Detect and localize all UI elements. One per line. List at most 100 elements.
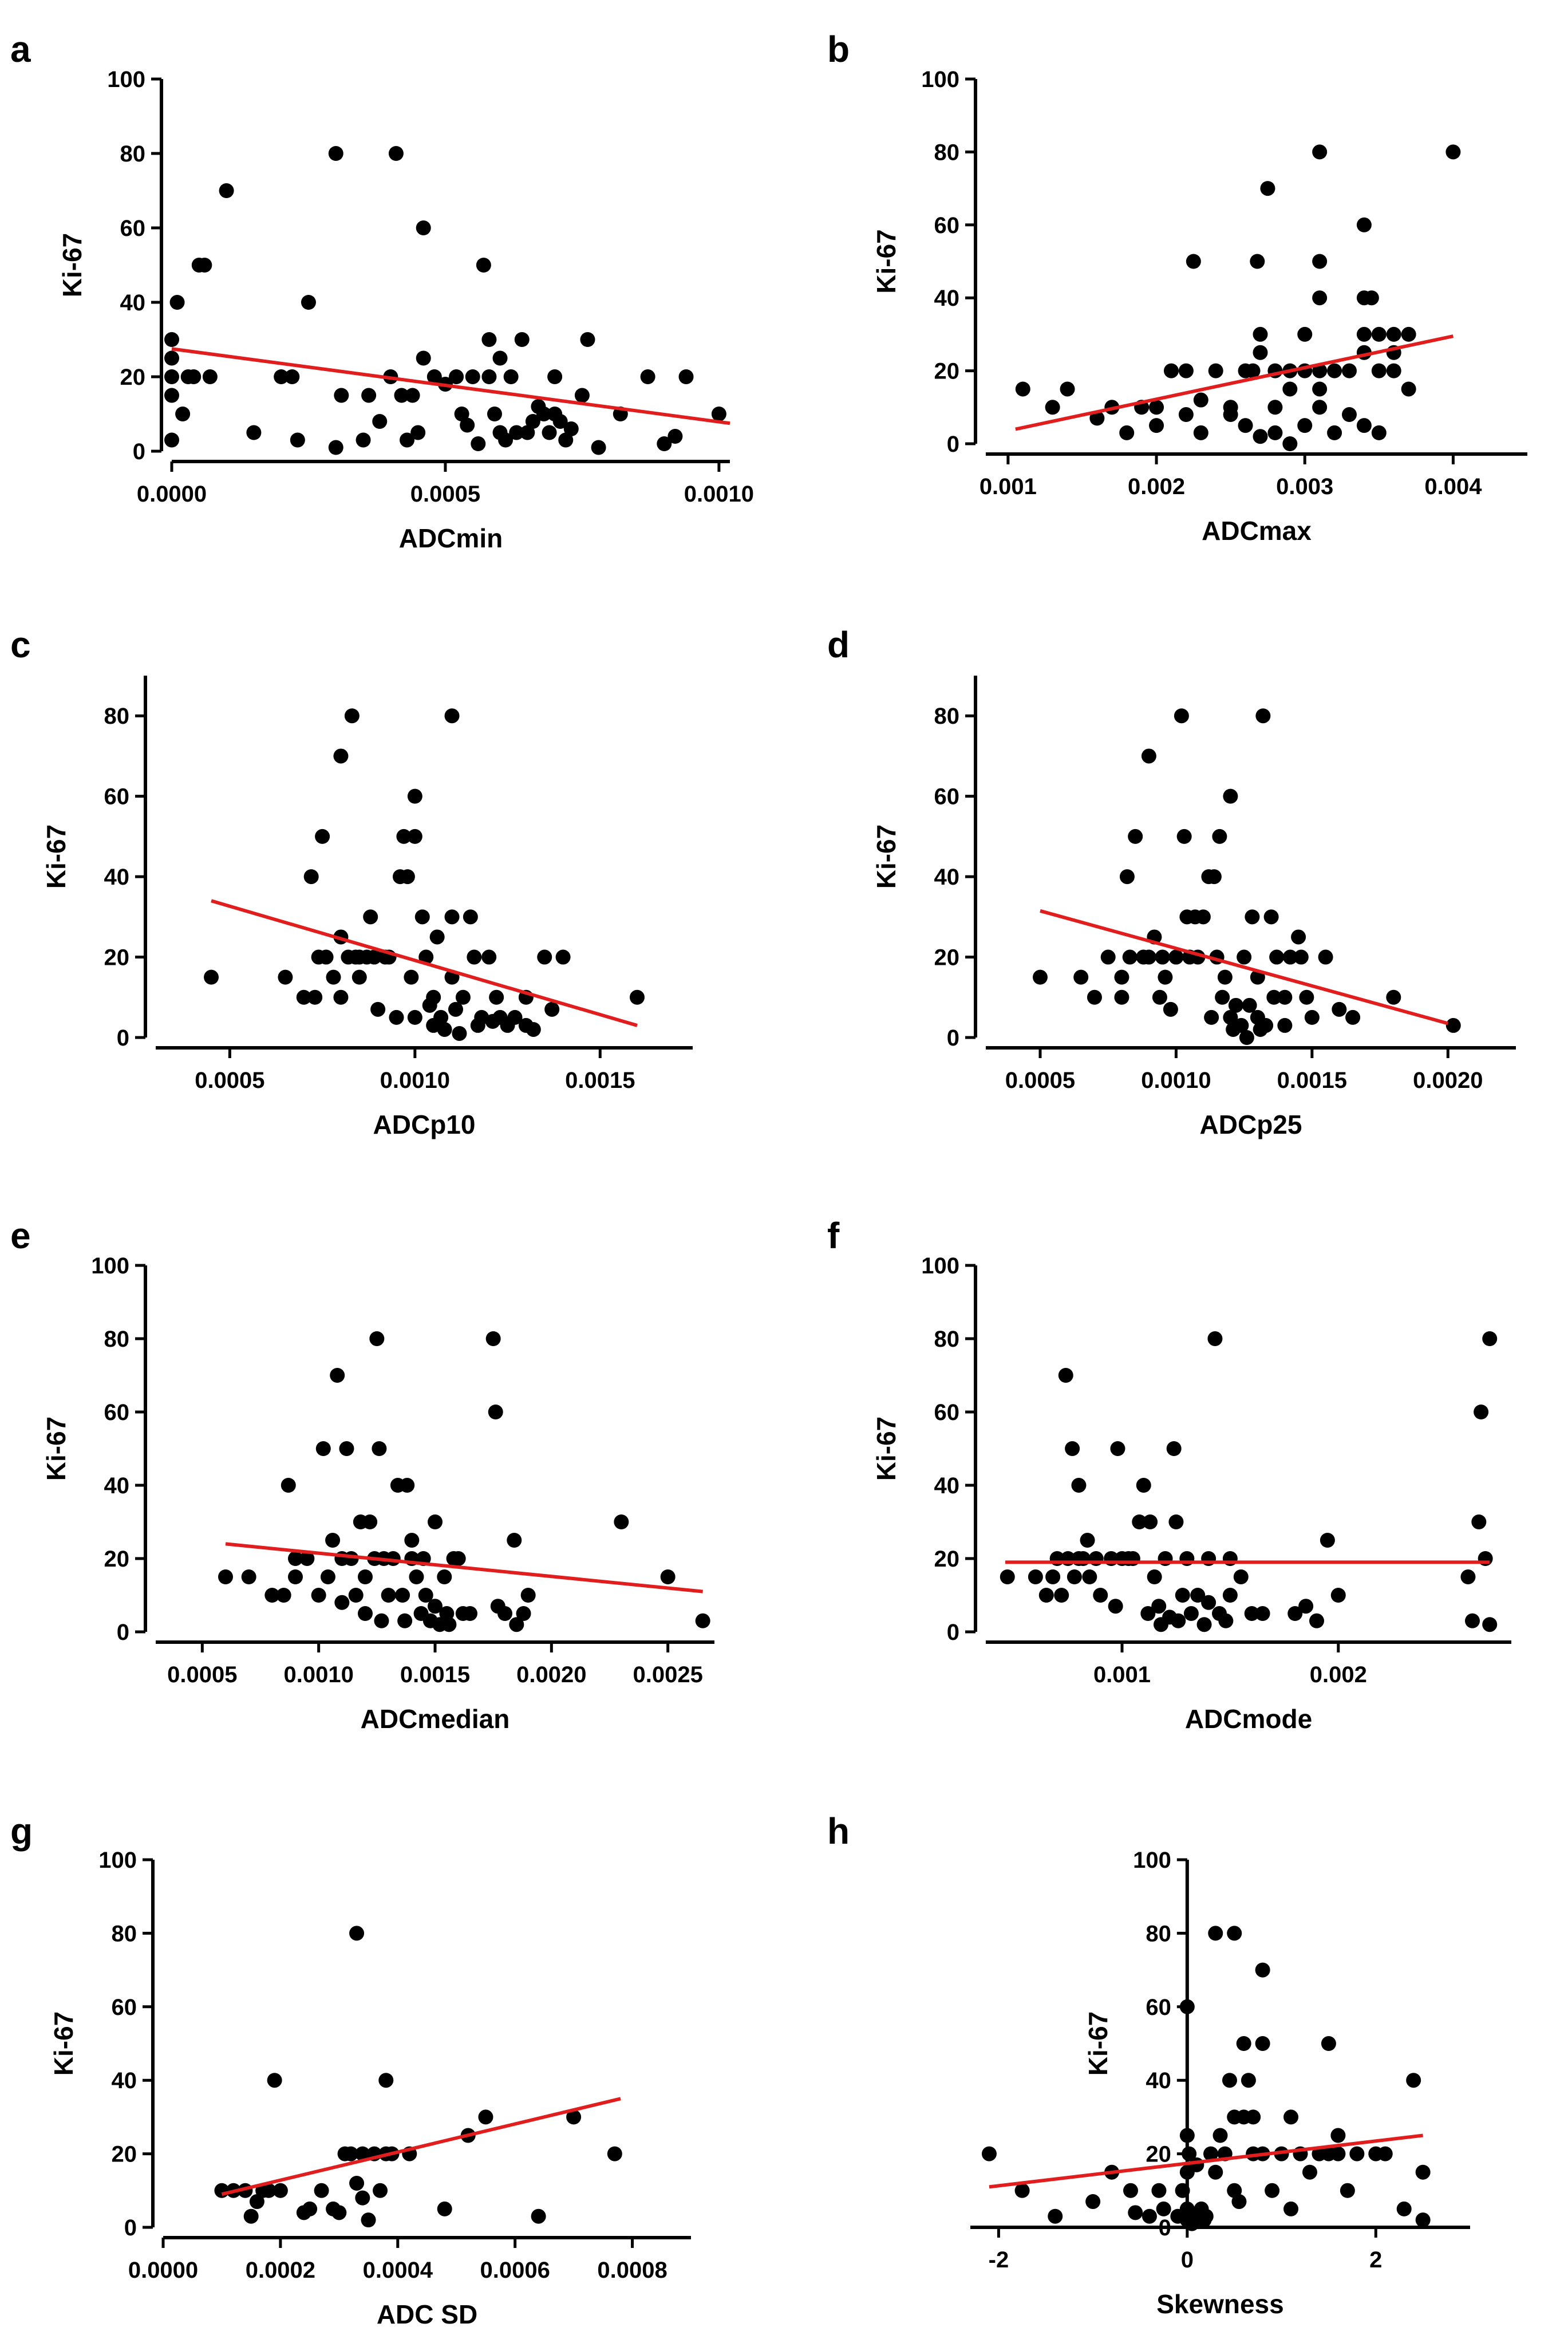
data-point [243,2208,259,2224]
y-tick-label: 60 [1146,1995,1171,2020]
data-point [1406,2073,1421,2088]
y-tick-label: 40 [112,2068,137,2093]
data-point [1349,2146,1365,2161]
data-point [574,388,590,403]
data-point [1171,1613,1186,1628]
data-point [1297,326,1313,342]
data-point [288,1551,303,1566]
data-point [488,1405,503,1419]
data-point [1465,1613,1480,1628]
data-point [1195,909,1211,925]
data-point [1242,997,1257,1013]
data-point [1245,363,1261,378]
data-point [264,1588,280,1603]
panel-letter: e [10,1215,31,1256]
data-point [1255,2036,1270,2051]
y-tick-label: 80 [112,1921,137,1946]
data-point [301,295,316,310]
data-point [381,1588,396,1603]
data-point [370,1001,386,1017]
y-tick-label: 80 [104,1327,130,1352]
data-point [1234,1017,1249,1033]
panel-letter: c [10,624,31,665]
data-point [497,1606,512,1621]
data-point [1386,989,1401,1005]
x-tick-label: 0.001 [979,474,1037,499]
data-point [202,369,218,384]
panel-g: g 0 20 40 60 80 100 0.0000 0.0002 0.0004 0.0006 0.0… [10,1810,691,2329]
data-point [1312,254,1328,269]
x-axis-title: Skewness [1156,2289,1283,2319]
data-point [397,1613,413,1628]
data-point [1067,1569,1082,1584]
data-point [1371,326,1387,342]
data-point [1258,1017,1274,1033]
data-point [1445,144,1461,160]
data-point [1114,989,1129,1005]
y-tick-label: 0 [117,1620,129,1645]
y-tick-label: 60 [934,1400,960,1425]
data-point [1087,989,1102,1005]
panel-a: a 0 20 40 60 80 100 0.0000 0.0005 0.0010 ADCmin Ki-… [10,29,754,553]
data-point [1253,326,1268,342]
regression-line [211,899,638,1027]
data-point [537,949,552,965]
y-tick-label: 60 [934,213,960,238]
y-tick-label: 100 [921,67,959,92]
data-point [1140,1606,1156,1621]
data-point [711,407,726,421]
y-tick-label: 60 [120,216,146,241]
data-point [531,2208,546,2224]
data-point [428,1599,443,1614]
data-point [197,258,212,273]
data-point [555,949,571,965]
data-point [429,929,445,945]
x-tick-label: 0.0000 [137,482,207,507]
data-point [1341,363,1357,378]
panel-f: f 0 20 40 60 80 100 0.001 0.002 ADCmode Ki-67 [827,1215,1511,1734]
y-tick-label: 100 [107,67,145,92]
data-point [311,1588,326,1603]
data-point [503,369,519,384]
data-point [1000,1569,1015,1584]
data-point [1048,2208,1063,2224]
data-point [361,2212,376,2228]
data-point [351,969,367,985]
data-point [1151,1599,1167,1614]
data-point [1415,2164,1431,2180]
data-point [552,414,568,429]
data-point [372,414,388,429]
data-point [1128,2205,1143,2220]
data-point [303,869,319,885]
data-point [1255,1962,1270,1978]
data-point [325,1533,341,1548]
x-tick-label: 0.0010 [1141,1068,1211,1093]
data-point [344,708,360,724]
y-tick-label: 100 [921,1253,959,1279]
data-point [1345,1009,1361,1025]
x-tick-label: 0.0006 [480,2258,550,2283]
data-point [514,332,530,347]
data-point [1186,254,1201,269]
data-point [315,1441,331,1456]
data-point [1215,989,1230,1005]
y-tick-label: 20 [934,945,960,971]
data-point [1128,829,1143,844]
data-point [1237,949,1252,965]
data-point [1312,363,1328,378]
data-point [1080,1533,1095,1548]
data-point [1119,869,1135,885]
data-point [1415,2212,1431,2228]
data-point [1302,2164,1317,2180]
data-point [455,989,471,1005]
x-tick-label: 0.0005 [167,1662,237,1687]
data-point [1401,326,1416,342]
data-point [334,1595,350,1610]
x-tick-label: 0.004 [1424,474,1482,499]
data-point [566,2109,582,2125]
data-point [1122,949,1138,965]
y-tick-label: 80 [934,140,960,165]
data-point [1193,425,1208,440]
data-point [400,869,415,885]
